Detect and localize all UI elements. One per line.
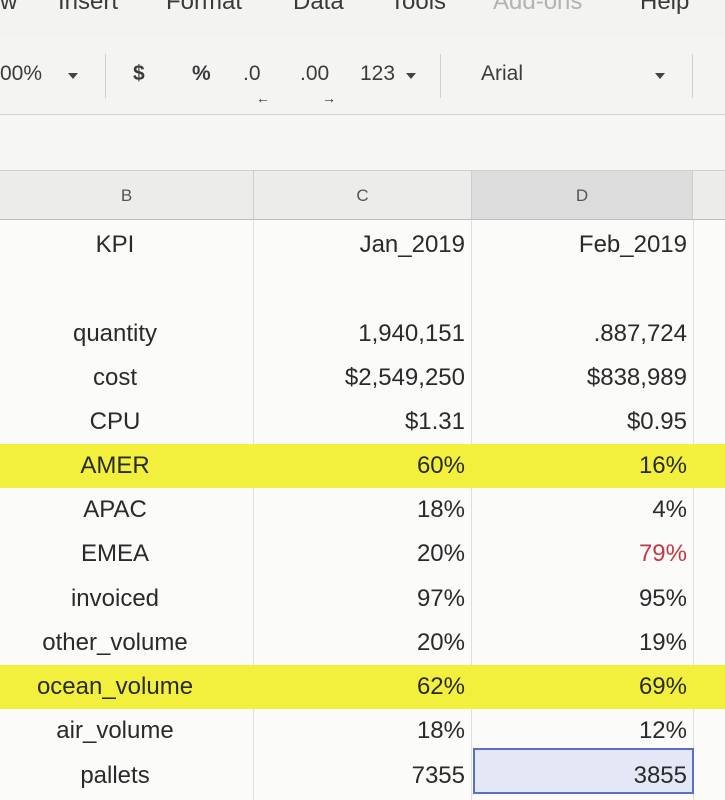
cell-c[interactable]: 20% — [416, 540, 465, 567]
cell-c[interactable]: 1,940,151 — [358, 320, 465, 347]
column-header-d[interactable]: D — [472, 171, 693, 220]
chevron-down-icon[interactable] — [655, 73, 665, 79]
cell-c[interactable]: 20% — [416, 629, 465, 656]
cell-c[interactable]: 18% — [416, 717, 465, 744]
column-header-e[interactable] — [693, 171, 725, 220]
menu-bar: w Insert Format Data Tools Add-ons Help — [0, 0, 725, 20]
arrow-left-icon: ← — [256, 90, 270, 106]
cell-d[interactable]: $0.95 — [626, 408, 687, 435]
table-row: other_volume 20% 19% — [0, 621, 725, 665]
cell-b[interactable]: cost — [92, 364, 137, 391]
cell-b[interactable]: EMEA — [80, 540, 149, 567]
table-row: ocean_volume 62% 69% — [0, 665, 725, 709]
table-row: pallets 7355 3855 — [0, 754, 725, 798]
column-divider — [693, 220, 694, 800]
cell-d[interactable]: Feb_2019 — [578, 231, 687, 258]
column-divider — [471, 220, 472, 800]
cell-d[interactable]: 12% — [638, 717, 687, 744]
cell-b[interactable]: pallets — [80, 762, 150, 789]
table-row: APAC 18% 4% — [0, 488, 725, 532]
cell-c[interactable] — [250, 267, 465, 311]
cell-d[interactable]: $838,989 — [586, 364, 687, 391]
more-formats-button[interactable]: 123 — [360, 62, 396, 85]
cell-b[interactable]: KPI — [95, 231, 135, 258]
table-row — [0, 267, 725, 311]
menu-view[interactable]: w — [0, 0, 18, 15]
menu-help[interactable]: Help — [640, 0, 690, 15]
decrease-decimal-button[interactable]: .0 — [243, 62, 261, 85]
table-row: KPI Jan_2019 Feb_2019 — [0, 223, 725, 267]
cell-c[interactable]: 97% — [416, 585, 465, 612]
cell-b[interactable]: ocean_volume — [36, 673, 194, 700]
cell-b[interactable]: air_volume — [56, 717, 174, 744]
cell-c[interactable]: 18% — [416, 496, 465, 523]
cell-d[interactable]: 95% — [638, 585, 687, 612]
cell-c[interactable]: $1.31 — [404, 408, 465, 435]
table-row: AMER 60% 16% — [0, 444, 725, 488]
arrow-right-icon: → — [322, 90, 336, 106]
table-row: air_volume 18% 12% — [0, 709, 725, 753]
cell-d[interactable]: 16% — [638, 452, 687, 479]
currency-format-button[interactable]: $ — [133, 62, 145, 85]
menu-insert[interactable]: Insert — [58, 0, 119, 15]
selected-cell[interactable] — [473, 748, 694, 794]
column-divider — [253, 220, 254, 800]
menu-format[interactable]: Format — [166, 0, 243, 15]
cell-c[interactable]: 7355 — [411, 762, 465, 789]
cell-c[interactable]: 62% — [416, 673, 465, 700]
cell-b[interactable]: invoiced — [70, 585, 160, 612]
formula-bar[interactable] — [0, 115, 725, 171]
cell-d[interactable]: .887,724 — [593, 320, 687, 347]
percent-format-button[interactable]: % — [192, 62, 211, 85]
sheet-grid: KPI Jan_2019 Feb_2019 quantity 1,940,151… — [0, 220, 725, 800]
font-select[interactable]: Arial — [481, 62, 524, 85]
zoom-select[interactable]: 00% — [0, 62, 43, 85]
cell-b[interactable]: AMER — [80, 452, 150, 479]
menu-tools[interactable]: Tools — [390, 0, 447, 15]
toolbar-divider — [105, 54, 106, 98]
cell-b[interactable]: quantity — [72, 320, 158, 347]
chevron-down-icon[interactable] — [406, 73, 416, 79]
toolbar-divider — [440, 54, 441, 98]
table-row: EMEA 20% 79% — [0, 532, 725, 576]
chevron-down-icon[interactable] — [68, 73, 78, 79]
cell-c[interactable]: Jan_2019 — [359, 231, 465, 258]
cell-b[interactable]: CPU — [89, 408, 141, 435]
cell-d[interactable]: 3855 — [633, 762, 687, 789]
cell-d[interactable]: 79% — [638, 540, 687, 567]
cell-b[interactable] — [0, 267, 230, 311]
cell-c[interactable]: 60% — [416, 452, 465, 479]
table-row: invoiced 97% 95% — [0, 577, 725, 621]
increase-decimal-button[interactable]: .00 — [300, 62, 330, 85]
table-row: cost $2,549,250 $838,989 — [0, 356, 725, 400]
cell-b[interactable]: APAC — [83, 496, 147, 523]
menu-add-ons[interactable]: Add-ons — [493, 0, 583, 15]
cell-d[interactable] — [475, 267, 687, 311]
cell-c[interactable]: $2,549,250 — [344, 364, 465, 391]
toolbar: 00% $ % .0 ← .00 → 123 Arial — [0, 36, 725, 115]
cell-b[interactable]: other_volume — [42, 629, 188, 656]
column-header-c[interactable]: C — [254, 171, 472, 220]
cell-d[interactable]: 19% — [638, 629, 687, 656]
table-row: CPU $1.31 $0.95 — [0, 400, 725, 444]
table-row: quantity 1,940,151 .887,724 — [0, 312, 725, 356]
menu-data[interactable]: Data — [293, 0, 344, 15]
column-header-b[interactable]: B — [0, 171, 254, 220]
toolbar-divider — [692, 54, 693, 98]
cell-d[interactable]: 69% — [638, 673, 687, 700]
cell-d[interactable]: 4% — [652, 496, 687, 523]
